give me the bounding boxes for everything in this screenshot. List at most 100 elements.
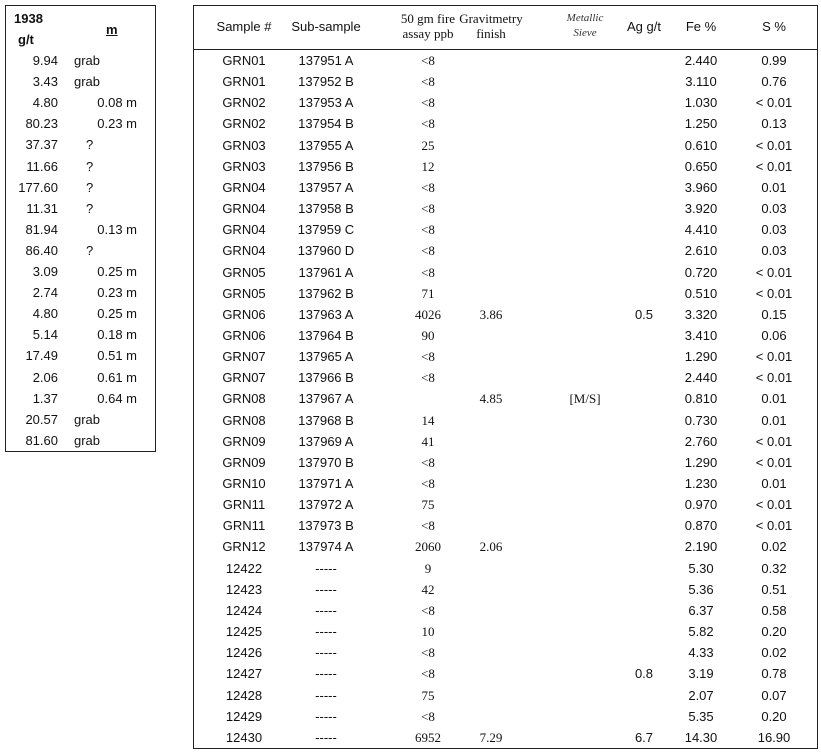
right-table: Sample # Sub-sample 50 gm fire assay ppb Gr… (193, 5, 818, 749)
table-cell: 0.08 m (97, 95, 137, 111)
table-cell: ? (86, 200, 94, 216)
table-cell: ----- (315, 602, 337, 618)
table-cell: 137970 B (298, 454, 354, 470)
table-cell: ----- (315, 729, 337, 745)
table-cell: 2.06 (32, 369, 58, 385)
table-cell: <8 (421, 370, 435, 386)
table-cell: GRN11 (222, 497, 266, 513)
table-cell: 137965 A (298, 349, 354, 365)
table-cell: 5.35 (688, 708, 714, 724)
table-cell: 2060 (415, 539, 441, 555)
table-cell: 0.13 (761, 116, 787, 132)
table-cell: 0.650 (684, 158, 718, 174)
table-cell: GRN02 (222, 95, 266, 111)
table-cell: 0.510 (684, 285, 718, 301)
table-cell: 137959 C (297, 222, 355, 238)
table-cell: 2.06 (479, 539, 503, 555)
table-cell: 14.30 (684, 729, 718, 745)
table-cell: 4026 (415, 306, 441, 322)
table-cell: 0.720 (684, 264, 718, 280)
table-cell: 12428 (225, 687, 263, 703)
header-cell: Sample # (216, 19, 272, 34)
table-cell: GRN01 (222, 53, 266, 68)
table-cell: 0.07 (761, 687, 787, 703)
table-cell: GRN01 (222, 74, 266, 90)
table-cell: 0.76 (761, 74, 787, 90)
table-cell: <8 (421, 222, 435, 238)
table-cell: 37.37 (25, 137, 58, 153)
table-cell: 3.320 (684, 306, 718, 322)
table-cell: 4.80 (32, 95, 58, 111)
header-cell: Gravitmetry finish (459, 11, 523, 41)
table-cell: 3.09 (32, 264, 58, 279)
table-cell: 2.74 (32, 285, 58, 301)
table-cell: 0.970 (684, 497, 718, 513)
table-cell: 137961 A (298, 264, 354, 280)
table-cell: 137952 B (298, 74, 354, 90)
table-cell: 5.36 (688, 581, 714, 597)
table-cell: 81.60 (25, 432, 58, 448)
header-cell: Ag g/t (627, 19, 661, 34)
table-cell: ----- (315, 581, 337, 597)
header-cell: S % (762, 19, 786, 34)
table-cell: 25 (421, 137, 435, 153)
table-cell: 81.94 (25, 221, 58, 237)
table-cell: 137972 A (298, 497, 354, 513)
table-cell: 14 (421, 412, 435, 428)
table-cell: 0.03 (761, 201, 787, 217)
table-cell: 177.60 (18, 179, 58, 195)
table-cell: 6952 (415, 729, 441, 745)
table-cell: < 0.01 (755, 285, 793, 301)
table-cell: 9 (424, 560, 432, 576)
table-cell: 2.440 (684, 53, 718, 68)
table-cell: GRN05 (222, 285, 266, 301)
table-cell: 137964 B (298, 327, 354, 343)
table-cell: 0.06 (761, 327, 787, 343)
table-cell: 11.66 (26, 158, 58, 174)
table-cell: 3.19 (688, 666, 714, 682)
table-cell: 137955 A (298, 137, 354, 153)
table-cell: < 0.01 (755, 433, 793, 449)
table-cell: 137969 A (298, 433, 354, 449)
table-cell: GRN06 (222, 306, 266, 322)
table-cell: 137973 B (298, 518, 354, 534)
table-cell: 0.64 m (97, 390, 137, 406)
table-cell: 5.82 (688, 624, 714, 640)
table-cell: < 0.01 (755, 137, 793, 153)
table-cell: < 0.01 (755, 497, 793, 513)
table-cell: 0.99 (761, 53, 787, 68)
table-cell: 86.40 (25, 242, 58, 258)
table-cell: GRN02 (222, 116, 266, 132)
table-cell: 42 (421, 581, 435, 597)
table-cell: 0.03 (761, 222, 787, 238)
table-cell: 1.290 (684, 454, 718, 470)
table-cell: 0.25 m (97, 264, 137, 279)
table-cell: 137951 A (298, 53, 354, 68)
table-cell: 16.90 (757, 729, 791, 745)
table-cell: < 0.01 (755, 95, 793, 111)
table-cell: 17.49 (25, 348, 58, 364)
table-cell: 137974 A (298, 539, 354, 555)
table-cell: 137954 B (298, 116, 354, 132)
table-cell: 12 (421, 158, 435, 174)
table-cell: <8 (421, 602, 435, 618)
header-cell: m (106, 22, 118, 37)
table-cell: 6.37 (688, 602, 714, 618)
table-cell: < 0.01 (755, 454, 793, 470)
table-cell: <8 (421, 201, 435, 217)
table-cell: 1.250 (684, 116, 718, 132)
table-cell: ? (86, 158, 94, 174)
table-cell: GRN04 (222, 201, 266, 217)
table-cell: < 0.01 (755, 518, 793, 534)
table-cell: 4.33 (688, 645, 714, 661)
table-cell: 2.190 (684, 539, 718, 555)
table-cell: 1.37 (32, 390, 58, 406)
left-table: 1938 g/t m 9.94 grab 3.43 grab 4.80 0.08 m 80.… (5, 5, 156, 452)
table-cell: 3.110 (685, 74, 717, 90)
header-cell: 1938 (14, 11, 43, 26)
table-cell: 0.51 (761, 581, 787, 597)
table-cell: grab (74, 74, 101, 90)
table-cell: ? (86, 242, 94, 258)
table-cell: 137958 B (298, 201, 354, 217)
